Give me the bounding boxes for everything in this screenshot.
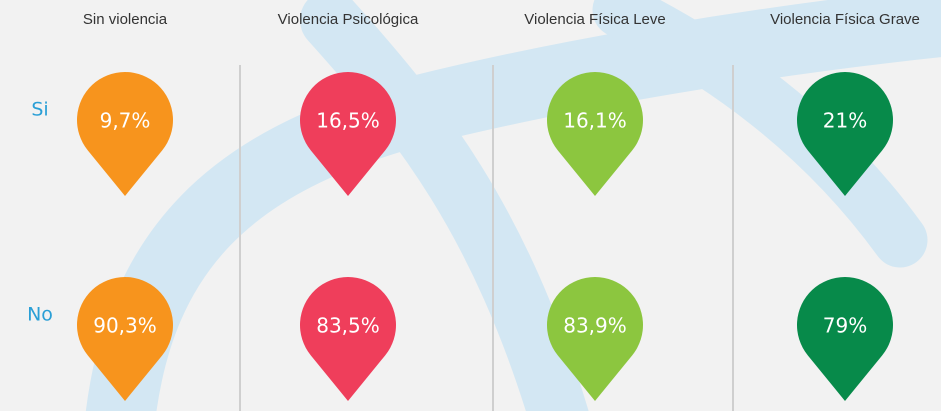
pin-marker xyxy=(797,71,893,196)
row-label: No xyxy=(27,304,53,326)
pin-marker xyxy=(797,277,894,401)
pin-value: 79% xyxy=(823,314,867,338)
pin-value: 16,1% xyxy=(563,109,627,133)
column-header: Violencia Psicológica xyxy=(278,11,419,28)
column-header: Sin violencia xyxy=(83,11,168,28)
pin-value: 90,3% xyxy=(93,314,157,338)
pin-marker xyxy=(77,72,173,196)
column-header: Violencia Física Grave xyxy=(770,11,920,28)
pin-marker xyxy=(300,277,396,401)
column-header: Violencia Física Leve xyxy=(524,11,665,28)
background-swoosh xyxy=(85,0,941,411)
pin-value: 83,9% xyxy=(563,314,627,338)
pin-value: 9,7% xyxy=(100,109,151,133)
pin-marker xyxy=(300,72,396,196)
dividers xyxy=(239,65,734,411)
pin-marker xyxy=(77,277,173,401)
pin-marker xyxy=(547,72,644,196)
row-label: Si xyxy=(31,99,48,121)
pin-value: 21% xyxy=(823,109,867,133)
pin-value: 83,5% xyxy=(316,314,380,338)
pin-marker xyxy=(547,277,644,401)
pin-value: 16,5% xyxy=(316,109,380,133)
